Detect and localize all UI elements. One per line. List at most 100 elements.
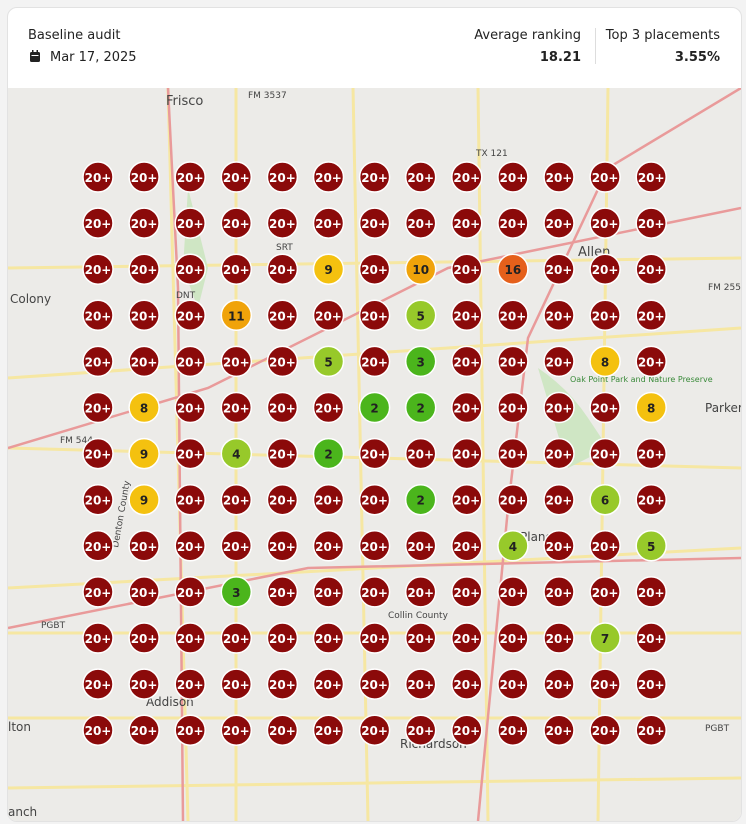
rank-marker: 20+ [451, 345, 483, 378]
rank-label: 20+ [85, 724, 112, 738]
marker-dot [589, 207, 621, 239]
rank-marker: 3 [404, 345, 437, 378]
rank-label: 20+ [546, 678, 573, 692]
rank-label: 20+ [223, 540, 250, 554]
marker-dot [312, 483, 345, 516]
rank-marker: 20+ [635, 714, 667, 746]
rank-label: 20+ [361, 448, 388, 462]
rank-label: 20+ [453, 355, 480, 369]
rank-label: 8 [647, 402, 655, 416]
calendar-icon [30, 50, 40, 62]
rank-label: 20+ [407, 448, 434, 462]
map-label: DNT [176, 291, 196, 301]
rank-label: 20+ [500, 494, 527, 508]
rank-marker: 20+ [635, 161, 667, 193]
rank-marker: 20+ [220, 345, 253, 378]
marker-dot [451, 345, 483, 378]
rank-label: 20+ [85, 448, 112, 462]
rank-marker: 20+ [358, 576, 391, 608]
marker-dot [543, 345, 575, 378]
rank-marker: 20+ [451, 668, 483, 700]
rank-label: 20+ [269, 355, 296, 369]
rank-label: 8 [601, 355, 609, 369]
rank-label: 20+ [546, 355, 573, 369]
rank-marker: 20+ [82, 483, 114, 516]
rank-label: 20+ [131, 217, 158, 231]
rank-label: 2 [417, 494, 425, 508]
rank-marker: 5 [312, 345, 345, 378]
marker-dot [543, 530, 575, 562]
rank-label: 20+ [546, 586, 573, 600]
rank-marker: 20+ [635, 345, 667, 378]
rank-marker: 20+ [543, 576, 575, 608]
marker-dot [589, 437, 621, 470]
marker-dot [220, 299, 253, 332]
rank-label: 20+ [85, 171, 112, 185]
rank-label: 20+ [177, 540, 204, 554]
stat-value: 3.55% [674, 50, 720, 65]
rank-label: 20+ [500, 586, 527, 600]
rank-label: 20+ [500, 678, 527, 692]
rank-label: 20+ [131, 540, 158, 554]
rank-label: 2 [324, 448, 332, 462]
title: Baseline audit [28, 28, 121, 43]
map-label: FM 3537 [248, 91, 287, 101]
rank-marker: 20+ [358, 207, 391, 239]
rank-marker: 20+ [128, 576, 160, 608]
marker-dot [128, 253, 160, 285]
map-label: Frisco [166, 94, 203, 109]
marker-dot [312, 622, 345, 654]
rank-label: 20+ [131, 678, 158, 692]
marker-dot [404, 622, 437, 654]
rank-marker: 20+ [451, 576, 483, 608]
rank-label: 20+ [315, 632, 342, 646]
rank-marker: 7 [589, 622, 621, 654]
rank-marker: 20+ [266, 345, 299, 378]
rank-marker: 20+ [451, 714, 483, 746]
rank-label: 20+ [223, 263, 250, 277]
rank-label: 20+ [131, 632, 158, 646]
marker-dot [635, 622, 667, 654]
rank-label: 20+ [500, 217, 527, 231]
rank-marker: 20+ [589, 253, 621, 285]
marker-dot [404, 483, 437, 516]
rank-label: 20+ [638, 171, 665, 185]
rank-marker: 20+ [589, 530, 621, 562]
rank-label: 20+ [177, 448, 204, 462]
marker-dot [497, 714, 529, 746]
rank-marker: 5 [635, 530, 667, 562]
marker-dot [404, 345, 437, 378]
rank-marker: 20+ [543, 253, 575, 285]
marker-dot [497, 391, 529, 424]
marker-dot [312, 161, 345, 193]
marker-dot [497, 253, 529, 285]
rank-marker: 5 [404, 299, 437, 332]
rank-marker: 20+ [128, 668, 160, 700]
marker-dot [82, 483, 114, 516]
marker-dot [82, 668, 114, 700]
rank-label: 20+ [592, 171, 619, 185]
marker-dot [635, 253, 667, 285]
rank-marker: 20+ [497, 391, 529, 424]
rank-label: 20+ [638, 217, 665, 231]
rank-marker: 20+ [266, 530, 299, 562]
rank-marker: 20+ [358, 437, 391, 470]
rank-marker: 20+ [451, 161, 483, 193]
rank-label: 20+ [407, 217, 434, 231]
rank-label: 9 [140, 494, 148, 508]
rank-label: 20+ [638, 263, 665, 277]
rank-label: 20+ [453, 632, 480, 646]
rank-label: 20+ [638, 355, 665, 369]
map-label: lton [8, 720, 31, 734]
rank-marker: 20+ [589, 161, 621, 193]
marker-dot [497, 437, 529, 470]
rank-marker: 20+ [358, 530, 391, 562]
marker-dot [174, 530, 206, 562]
marker-dot [543, 483, 575, 516]
rank-label: 20+ [315, 494, 342, 508]
rank-marker: 20+ [358, 299, 391, 332]
rank-label: 20+ [85, 217, 112, 231]
rank-marker: 20+ [220, 530, 253, 562]
rank-label: 20+ [546, 309, 573, 323]
rank-marker: 20+ [128, 622, 160, 654]
